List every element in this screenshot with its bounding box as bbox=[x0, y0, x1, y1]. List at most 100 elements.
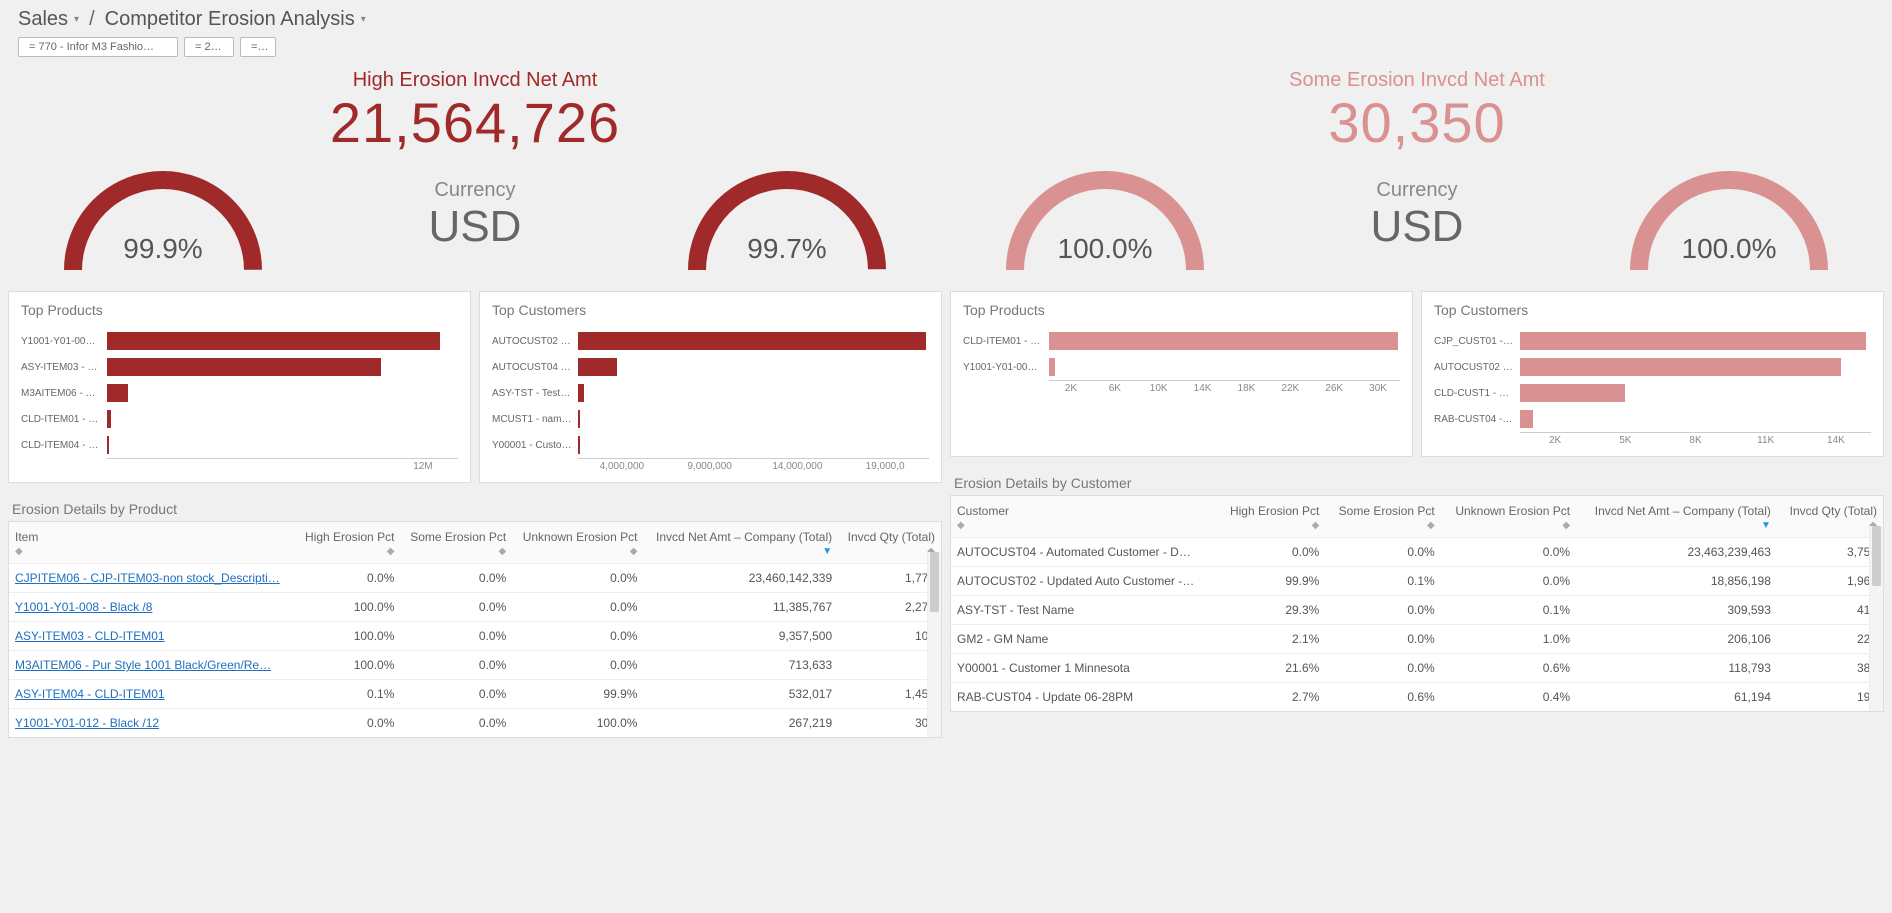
breadcrumb-page[interactable]: Competitor Erosion Analysis bbox=[105, 8, 355, 31]
sort-handle[interactable]: ◆ bbox=[951, 520, 1217, 538]
hbar-label: Y00001 - Custom… bbox=[492, 440, 578, 451]
cell-unk: 0.0% bbox=[512, 564, 643, 593]
column-header[interactable]: Unknown Erosion Pct bbox=[512, 522, 643, 546]
table-row[interactable]: ASY-TST - Test Name29.3%0.0%0.1%309,5934… bbox=[951, 596, 1883, 625]
hbar-row[interactable]: CJP_CUST01 - CJP… bbox=[1434, 328, 1871, 354]
filter-chip[interactable]: = 770 - Infor M3 Fashio… bbox=[18, 37, 178, 57]
scrollbar[interactable] bbox=[1869, 526, 1883, 711]
column-header[interactable]: Invcd Qty (Total) bbox=[838, 522, 941, 546]
axis-tick: 2K bbox=[1049, 383, 1093, 394]
hbar-row[interactable]: ASY-ITEM03 - CLD… bbox=[21, 354, 458, 380]
cell-qty: 1,961 bbox=[1777, 567, 1883, 596]
scrollbar-thumb[interactable] bbox=[1872, 526, 1881, 586]
table-row[interactable]: Y1001-Y01-012 - Black /120.0%0.0%100.0%2… bbox=[9, 709, 941, 738]
column-header[interactable]: Some Erosion Pct bbox=[1325, 496, 1440, 520]
sort-handle[interactable]: ◆ bbox=[838, 546, 941, 564]
sort-handle[interactable]: ◆ bbox=[1217, 520, 1325, 538]
cell-amt: 713,633 bbox=[643, 651, 838, 680]
table-row[interactable]: Y1001-Y01-008 - Black /8100.0%0.0%0.0%11… bbox=[9, 593, 941, 622]
hbar-row[interactable]: Y1001-Y01-008 - … bbox=[21, 328, 458, 354]
scrollbar-thumb[interactable] bbox=[930, 552, 939, 612]
kpi-value: 30,350 bbox=[950, 90, 1884, 155]
hbar-row[interactable]: CLD-ITEM04 - CL… bbox=[21, 432, 458, 458]
cell-some: 0.0% bbox=[400, 680, 512, 709]
item-link[interactable]: ASY-ITEM04 - CLD-ITEM01 bbox=[15, 687, 165, 701]
caret-down-icon[interactable]: ▾ bbox=[361, 14, 366, 25]
table-row[interactable]: M3AITEM06 - Pur Style 1001 Black/Green/R… bbox=[9, 651, 941, 680]
filter-chip[interactable]: = 5 bbox=[240, 37, 276, 57]
panel-title: Top Products bbox=[9, 292, 470, 322]
column-header[interactable]: High Erosion Pct bbox=[295, 522, 400, 546]
column-header[interactable]: Item bbox=[9, 522, 295, 546]
sort-handle[interactable]: ◆ bbox=[1777, 520, 1883, 538]
cell-amt: 18,856,198 bbox=[1576, 567, 1777, 596]
cell-high: 0.1% bbox=[295, 680, 400, 709]
hbar-chart[interactable]: Y1001-Y01-008 - … ASY-ITEM03 - CLD… M3AI… bbox=[9, 322, 470, 482]
hbar-row[interactable]: AUTOCUST02 - U… bbox=[492, 328, 929, 354]
panel-title: Top Products bbox=[951, 292, 1412, 322]
cell-qty: 7 bbox=[838, 651, 941, 680]
cell-unk: 0.0% bbox=[1441, 538, 1576, 567]
hbar-row[interactable]: CLD-CUST1 - CLD-… bbox=[1434, 380, 1871, 406]
axis-tick: 30K bbox=[1356, 383, 1400, 394]
column-header[interactable]: Some Erosion Pct bbox=[400, 522, 512, 546]
item-link[interactable]: Y1001-Y01-008 - Black /8 bbox=[15, 600, 152, 614]
cell-unk: 0.6% bbox=[1441, 654, 1576, 683]
column-header[interactable]: Unknown Erosion Pct bbox=[1441, 496, 1576, 520]
currency-label: Currency bbox=[1371, 179, 1464, 202]
item-link[interactable]: Y1001-Y01-012 - Black /12 bbox=[15, 716, 159, 730]
hbar-chart[interactable]: AUTOCUST02 - U… AUTOCUST04 - A… ASY-TST … bbox=[480, 322, 941, 482]
column-header[interactable]: High Erosion Pct bbox=[1217, 496, 1325, 520]
currency-block: Currency USD bbox=[429, 179, 522, 252]
cell-high: 100.0% bbox=[295, 593, 400, 622]
hbar-row[interactable]: Y00001 - Custom… bbox=[492, 432, 929, 458]
detail-title: Erosion Details by Customer bbox=[950, 465, 1884, 495]
sort-handle[interactable]: ◆ bbox=[1325, 520, 1440, 538]
sort-handle[interactable]: ▼ bbox=[643, 546, 838, 564]
hbar-row[interactable]: CLD-ITEM01 - CL… bbox=[963, 328, 1400, 354]
cell-some: 0.0% bbox=[1325, 538, 1440, 567]
cell-amt: 206,106 bbox=[1576, 625, 1777, 654]
cell-qty: 190 bbox=[1777, 683, 1883, 712]
hbar-row[interactable]: AUTOCUST02 - U… bbox=[1434, 354, 1871, 380]
column-header[interactable]: Invcd Qty (Total) bbox=[1777, 496, 1883, 520]
scrollbar[interactable] bbox=[927, 552, 941, 737]
hbar-row[interactable]: Y1001-Y01-008 - … bbox=[963, 354, 1400, 380]
table-row[interactable]: AUTOCUST04 - Automated Customer - D…0.0%… bbox=[951, 538, 1883, 567]
column-header[interactable]: Invcd Net Amt – Company (Total) bbox=[643, 522, 838, 546]
breadcrumb-root[interactable]: Sales bbox=[18, 8, 68, 31]
table-row[interactable]: RAB-CUST04 - Update 06-28PM2.7%0.6%0.4%6… bbox=[951, 683, 1883, 712]
item-link[interactable]: M3AITEM06 - Pur Style 1001 Black/Green/R… bbox=[15, 658, 271, 672]
table-row[interactable]: CJPITEM06 - CJP-ITEM03-non stock_Descrip… bbox=[9, 564, 941, 593]
table-row[interactable]: GM2 - GM Name2.1%0.0%1.0%206,106223 bbox=[951, 625, 1883, 654]
hbar-row[interactable]: ASY-TST - Test Na… bbox=[492, 380, 929, 406]
hbar-row[interactable]: CLD-ITEM01 - CL… bbox=[21, 406, 458, 432]
column-header[interactable]: Customer bbox=[951, 496, 1217, 520]
hbar-row[interactable]: M3AITEM06 - Pur … bbox=[21, 380, 458, 406]
sort-handle[interactable]: ◆ bbox=[295, 546, 400, 564]
sort-handle[interactable]: ◆ bbox=[9, 546, 295, 564]
table-row[interactable]: Y00001 - Customer 1 Minnesota21.6%0.0%0.… bbox=[951, 654, 1883, 683]
cell-item: GM2 - GM Name bbox=[951, 625, 1217, 654]
sort-handle[interactable]: ◆ bbox=[1441, 520, 1576, 538]
cell-unk: 0.0% bbox=[512, 651, 643, 680]
item-link[interactable]: ASY-ITEM03 - CLD-ITEM01 bbox=[15, 629, 165, 643]
hbar-chart[interactable]: CLD-ITEM01 - CL… Y1001-Y01-008 - … 2K6K1… bbox=[951, 322, 1412, 404]
table-row[interactable]: AUTOCUST02 - Updated Auto Customer -…99.… bbox=[951, 567, 1883, 596]
hbar-row[interactable]: RAB-CUST04 - Up… bbox=[1434, 406, 1871, 432]
item-link[interactable]: CJPITEM06 - CJP-ITEM03-non stock_Descrip… bbox=[15, 571, 280, 585]
hbar-label: AUTOCUST02 - U… bbox=[1434, 362, 1520, 373]
sort-handle[interactable]: ◆ bbox=[512, 546, 643, 564]
detail-title: Erosion Details by Product bbox=[8, 491, 942, 521]
table-row[interactable]: ASY-ITEM04 - CLD-ITEM010.1%0.0%99.9%532,… bbox=[9, 680, 941, 709]
hbar-chart[interactable]: CJP_CUST01 - CJP… AUTOCUST02 - U… CLD-CU… bbox=[1422, 322, 1883, 456]
cell-some: 0.6% bbox=[1325, 683, 1440, 712]
column-header[interactable]: Invcd Net Amt – Company (Total) bbox=[1576, 496, 1777, 520]
filter-chip[interactable]: = 2019 bbox=[184, 37, 234, 57]
table-row[interactable]: ASY-ITEM03 - CLD-ITEM01100.0%0.0%0.0%9,3… bbox=[9, 622, 941, 651]
caret-down-icon[interactable]: ▾ bbox=[74, 14, 79, 25]
sort-handle[interactable]: ◆ bbox=[400, 546, 512, 564]
hbar-row[interactable]: AUTOCUST04 - A… bbox=[492, 354, 929, 380]
sort-handle[interactable]: ▼ bbox=[1576, 520, 1777, 538]
hbar-row[interactable]: MCUST1 - name … bbox=[492, 406, 929, 432]
